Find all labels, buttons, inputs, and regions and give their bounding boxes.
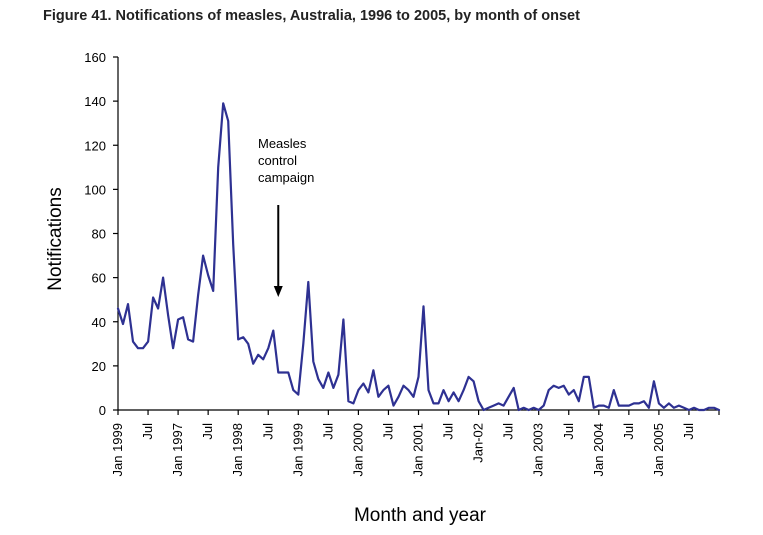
x-tick-label: Jul: [441, 423, 456, 440]
series-line: [116, 102, 721, 412]
series-layer: [116, 102, 721, 412]
y-tick-label: 100: [84, 182, 106, 197]
x-tick-label: Jan-02: [471, 423, 486, 463]
x-tick-label: Jul: [681, 423, 696, 440]
annotation-text: Measles: [258, 136, 307, 151]
x-tick-label: Jul: [501, 423, 516, 440]
x-tick-label: Jan 2001: [411, 423, 426, 477]
x-tick-label: Jan 1998: [230, 423, 245, 477]
annotation-text: control: [258, 153, 297, 168]
figure-title: Figure 41. Notifications of measles, Aus…: [43, 8, 580, 24]
x-tick-label: Jul: [561, 423, 576, 440]
x-tick-label: Jul: [380, 423, 395, 440]
x-tick-label: Jul: [320, 423, 335, 440]
y-tick-label: 40: [92, 315, 106, 330]
y-tick-label: 20: [92, 359, 106, 374]
y-axis-title: Notifications: [45, 187, 66, 291]
x-tick-label: Jan 1997: [170, 423, 185, 477]
x-axis: Jan 1999 Jul Jan 1997 Jul Jan 1998 Jul Jan 199…: [110, 409, 720, 477]
x-tick-label: Jan 1999: [110, 423, 125, 477]
y-tick-label: 0: [99, 403, 106, 418]
annotation-layer: Measles control campaign: [258, 136, 314, 297]
x-tick-label: Jul: [260, 423, 275, 440]
x-tick-label: Jan 2000: [350, 423, 365, 477]
x-tick-label: Jan 1999: [290, 423, 305, 477]
x-tick-label: Jul: [621, 423, 636, 440]
annotation-text: campaign: [258, 170, 314, 185]
y-tick-label: 160: [84, 50, 106, 65]
y-tick-label: 60: [92, 271, 106, 286]
y-tick-label: 140: [84, 94, 106, 109]
annotation-arrow-head: [273, 286, 283, 297]
y-axis: 0 20 40 60 80 100 120 140 160: [84, 50, 119, 418]
x-tick-label: Jan 2004: [591, 423, 606, 477]
x-tick-label: Jan 2005: [651, 423, 666, 477]
y-tick-label: 120: [84, 138, 106, 153]
x-axis-title: Month and year: [354, 505, 487, 526]
x-tick-label: Jul: [140, 423, 155, 440]
x-tick-label: Jan 2003: [531, 423, 546, 477]
x-tick-label: Jul: [200, 423, 215, 440]
y-tick-label: 80: [92, 227, 106, 242]
